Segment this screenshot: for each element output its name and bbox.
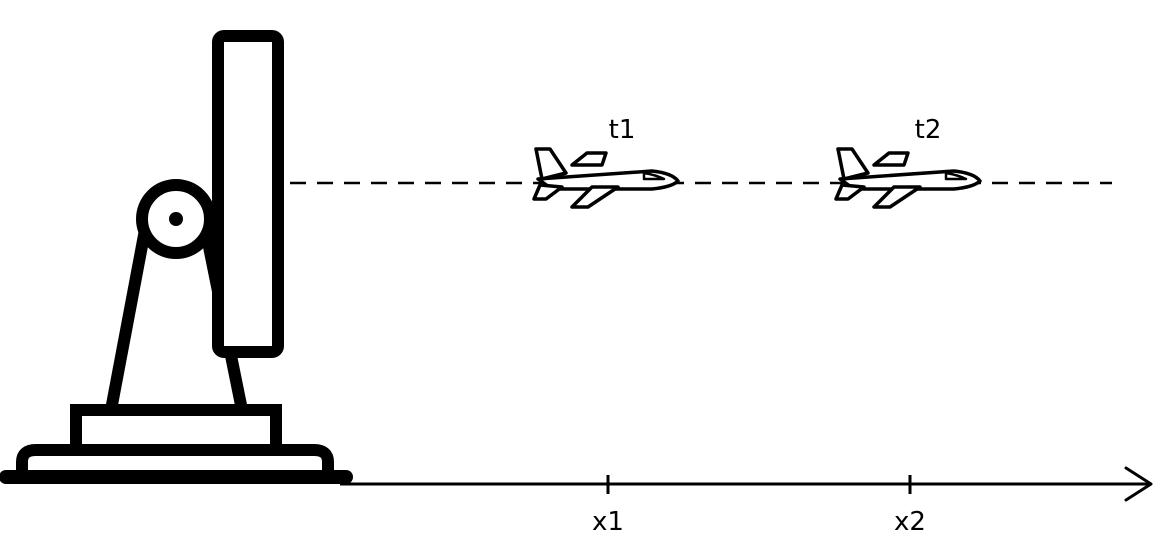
ground-axis [340, 466, 1153, 502]
radar-left-leg [105, 212, 154, 412]
airplane-icon [532, 147, 680, 209]
time-label-t2: t2 [915, 115, 942, 145]
airplane-icon [834, 147, 982, 209]
axis-label-x2: x2 [894, 507, 926, 537]
radar-upper-platform [70, 404, 282, 456]
radar-antenna-icon [0, 30, 353, 484]
time-label-t1: t1 [609, 115, 636, 145]
axis-label-x1: x1 [592, 507, 624, 537]
radar-pivot-center [169, 212, 183, 226]
axis-arrowhead [1124, 466, 1153, 502]
radar-antenna-panel [212, 30, 284, 358]
